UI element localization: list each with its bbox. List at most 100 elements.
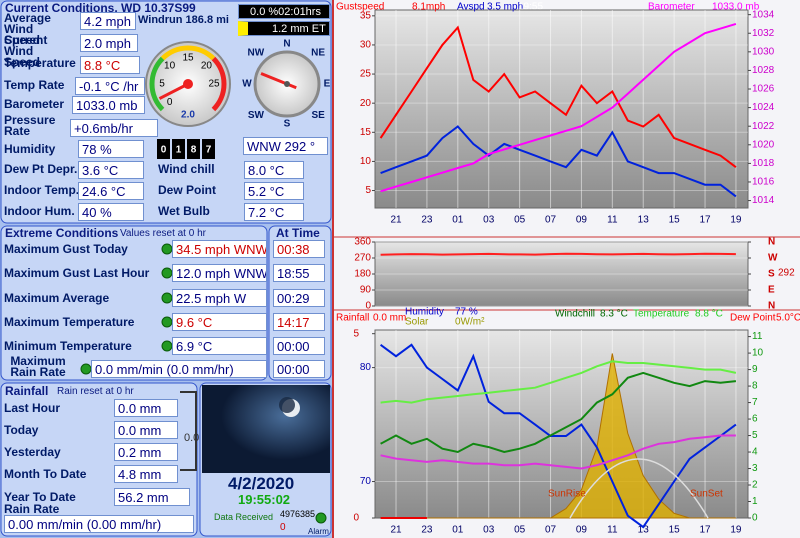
y-tick-label: 11 [752,331,763,342]
counter-cell [202,139,215,159]
label: Barometer [4,97,65,111]
compass-point: E [324,79,331,90]
label: Indoor Hum. [4,204,75,218]
y-tick-label: 1026 [752,84,775,95]
label: Yesterday [4,445,61,459]
y-tick-label: 0 [353,513,359,524]
header-label: 5.0°C [776,313,800,324]
value: 0.00 mm/min (0.00 mm/hr) [4,515,194,533]
value: 8.8 °C [80,56,140,74]
counter-cell [157,139,170,159]
time: 00:00 [273,337,325,355]
label: Wet Bulb [158,204,210,218]
gauge-tick-label: 20 [201,60,213,71]
sunset: SunSet [690,489,723,500]
x-tick-label: 23 [421,525,433,536]
value: 5.2 °C [244,182,304,200]
y-tick-label: 1024 [752,102,775,113]
time: 19:55:02 [238,492,291,507]
y-tick-label: 1032 [752,28,775,39]
label: Wind chill [158,162,215,176]
x-tick-label: 01 [452,525,464,536]
time: 14:17 [273,313,325,331]
x-tick-label: 11 [607,215,618,226]
y-tick-label: 7 [752,397,758,408]
header-label: 19:55 [518,2,543,13]
x-tick-label: 13 [638,215,650,226]
gauge-needle [158,82,189,100]
y-tick-label: 15 [360,127,372,138]
value: 4.8 mm [114,465,178,483]
label: Year To Date [4,490,76,504]
x-tick-label: 09 [576,525,588,536]
label: Maximum Average [4,291,110,305]
y-tick-label: 1014 [752,195,775,206]
line [380,360,737,404]
value: 6.9 °C [172,337,267,355]
value: 12.0 mph WNW [172,264,267,282]
annotation: 292 [778,268,795,279]
alarm-dot [315,512,327,524]
y-tick-label: 35 [360,10,372,21]
gauge-hub [183,79,193,89]
panel-title: At Time [276,226,320,240]
y-tick-label: 2 [752,480,758,491]
label: Temperature [4,56,76,70]
x-tick-label: 19 [730,215,742,226]
panel-note: Values reset at 0 hr [120,228,206,239]
panel-title: Rainfall [5,384,49,398]
compass-point: SE [311,110,325,121]
label: Minimum Temperature [4,339,132,353]
value: 9.6 °C [172,313,267,331]
value: 40 % [78,203,144,221]
x-tick-label: 11 [607,525,618,536]
x-tick-label: 03 [483,525,495,536]
label: Month To Date [4,467,87,481]
rain-gauge [180,391,197,471]
label: Last Hour [4,401,61,415]
counter-cell [187,139,200,159]
compass-point: NW [248,48,265,59]
plot-area [374,9,749,209]
x-tick-label: 15 [669,525,681,536]
gauge-value: 2.0 [181,110,195,121]
label: Maximum Temperature [4,315,135,329]
x-tick-label: 03 [483,215,495,226]
gauge-label: 0.0 [184,432,200,444]
y-tick-label: N [768,301,775,312]
value: +0.6mb/hr [70,119,158,137]
line [380,252,736,256]
y-tick-label: 6 [752,414,758,425]
gauge-tick-label: 10 [164,60,176,71]
gauge-tick-label: 5 [159,79,165,90]
errors: 0 [280,522,286,533]
line [380,22,737,193]
header-label: Solar [405,317,429,328]
value: 34.5 mph WNW [172,240,267,258]
y-tick-label: 80 [360,362,372,373]
status-dot [161,340,173,352]
status-dot [161,267,173,279]
area [380,353,736,519]
header-label: Windchill [555,309,595,320]
label: Today [4,423,39,437]
y-tick-label: 1020 [752,139,775,150]
label: Maximum Gust Today [4,242,128,256]
header-label: Avspd [457,2,485,13]
y-tick-label: 0 [365,301,371,312]
received: 4976385 [280,509,316,519]
panel-title: Current Conditions, WD 10.37S99 [5,1,196,15]
header-label: Gustspeed [336,2,384,13]
counter-digit: 1 [176,145,182,156]
time: 00:00 [273,360,325,378]
windrun: Windrun 186.8 mi [138,14,229,26]
status-dot [161,316,173,328]
y-tick-label: 70 [360,476,372,487]
panel-title: Extreme Conditions [5,226,119,240]
value: 0.0 mm [114,399,178,417]
x-tick-label: 21 [390,215,402,226]
label: Rain Rate [4,502,60,516]
value: 8.0 °C [244,161,304,179]
line [379,25,737,168]
